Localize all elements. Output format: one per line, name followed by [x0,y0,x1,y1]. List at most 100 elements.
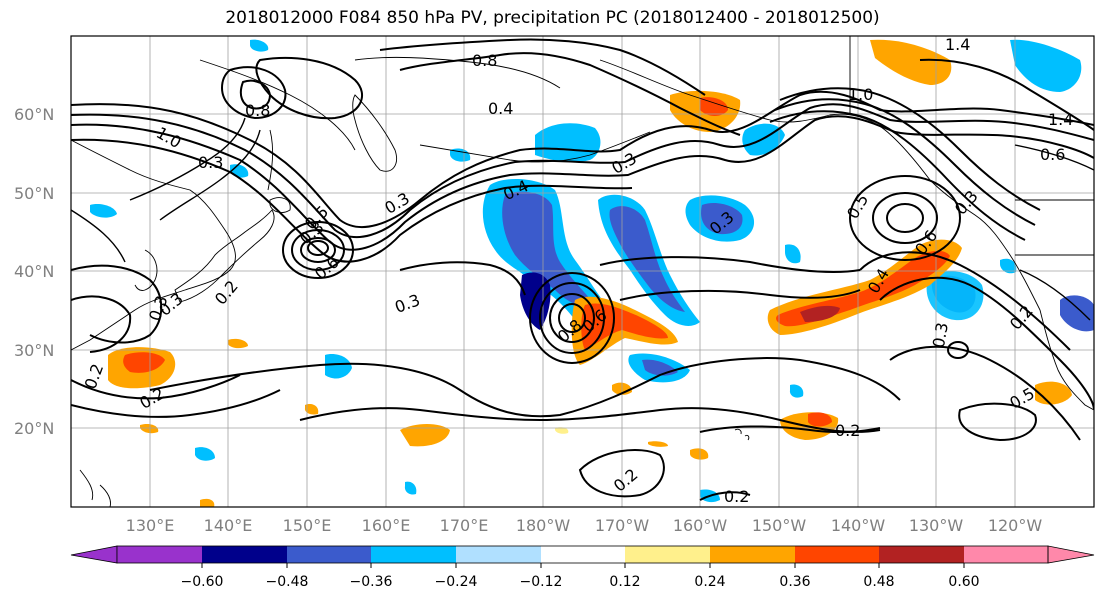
lon-label: 180°W [516,516,571,535]
contour-label: 0.8 [245,101,270,120]
pv-loop-south [149,357,901,418]
pv-loop-se [958,402,1037,442]
lon-label: 170°E [440,516,489,535]
colorbar-tick-label: −0.36 [350,574,393,590]
figure-title: 2018012000 F084 850 hPa PV, precipitatio… [225,8,880,28]
pv-contour-thin-3 [71,209,126,263]
pv-loop-east-south [889,345,1081,441]
coast-siberia [354,56,561,89]
colorbar-extend-left [70,545,118,564]
pv-contour-mid-2 [599,256,861,274]
pv-contour-2 [71,103,1094,239]
pv-contour-7 [255,56,364,120]
longitude-labels: 130°E 140°E 150°E 160°E 170°E 180°W 170°… [126,516,1043,535]
pv-contour-5 [399,52,741,136]
graticule [71,36,1094,507]
precip-blob-small-pos-7 [555,427,569,434]
lon-label: 150°E [283,516,332,535]
pv-loop-east-big-2 [859,251,1071,351]
pv-low-135w [849,175,961,261]
pv-contour-ne [919,58,1094,131]
lat-label: 60°N [14,105,54,124]
coast-korea [134,249,158,291]
pv-contour-west-4 [71,389,281,418]
colorbar-tick-label: 0.60 [948,574,979,590]
contour-label: 0.8 [472,51,497,70]
lon-label: 170°W [595,516,650,535]
pv-contours [71,38,1094,501]
pv-contour-8 [220,66,287,120]
colorbar-frame [116,545,1049,564]
pv-contour-3 [71,115,1094,251]
colorbar-segment [456,546,541,563]
lon-label: 140°W [831,516,886,535]
precip-blob-ne [1010,39,1082,92]
precip-blob-small-pos-5 [200,498,215,507]
pv-contour-thin-2 [129,117,246,201]
pv-contour-west-2 [71,295,132,353]
precip-blob-ne-pos [870,39,952,85]
pv-loop-east-small [947,341,969,359]
colorbar-tick-label: −0.12 [520,574,563,590]
pv-contour-thin-4 [1014,144,1094,171]
contour-label: 0.6 [1040,145,1065,164]
lon-label: 120°W [988,516,1043,535]
colorbar-segment [541,546,625,563]
colorbar-tick-label: −0.24 [435,574,478,590]
precip-blob-small-pos-4 [304,404,319,415]
precip-blob-small-pos-3 [228,338,248,349]
coast-sakhalin [267,129,274,191]
precip-blob-small-8 [250,39,269,52]
contour-label: 0.3 [198,153,223,172]
precip-blob-small-2 [195,447,215,461]
colorbar-tick-label: −0.48 [266,574,309,590]
pv-contour-west-3 [71,374,241,400]
pv-loop-20n-center [578,449,665,498]
pv-contour-ne-3 [774,98,1036,226]
pv-low-178w-3 [549,293,595,343]
precip-blob-small-9 [785,244,801,264]
pv-loop-east-big [879,276,1094,411]
pv-low-150e-4 [307,240,329,256]
pv-low-178w-4 [558,303,586,333]
lat-label: 40°N [14,262,54,281]
pv-contour-ne-4 [769,110,1026,241]
coast-hokkaido [269,197,291,213]
coast-okhotsk [199,59,356,151]
colorbar-tick-label: 0.48 [863,574,894,590]
colorbar-segment [879,546,964,563]
precip-blob-small-5 [90,204,117,218]
lon-label: 140°E [204,516,253,535]
lon-label: 150°W [752,516,807,535]
precip-blob-small-4 [404,481,417,495]
latitude-labels: 60°N 50°N 40°N 30°N 20°N [14,105,54,438]
precip-blob-45n-mid [701,203,743,235]
coast-asia [71,139,236,351]
pv-low-178w [529,272,615,364]
lon-label: 160°E [362,516,411,535]
pv-low-150e [282,221,354,279]
pv-low-150e-2 [291,229,345,271]
colorbar-tick-label: 0.36 [779,574,810,590]
contour-label: 0.3 [929,321,952,349]
colorbar-tick-label: 0.24 [694,574,725,590]
colorbar-segment [710,546,795,563]
colorbar-segment [202,546,287,563]
precip-negative-shading [90,39,1094,503]
lon-label: 130°W [909,516,964,535]
colorbar-segment [117,546,202,563]
pv-contour-6 [379,38,706,96]
colorbar-tick-label: 0.12 [609,574,640,590]
precip-blob-55n [535,123,601,163]
contour-label: 1.4 [945,35,970,54]
colorbar: −0.60 −0.48 −0.36 −0.24 −0.12 0.12 0.24 … [70,545,1095,590]
lon-label: 160°W [673,516,728,535]
colorbar-ticks [201,563,965,568]
colorbar-extend-right [1047,545,1095,564]
pv-low-135w-3 [886,203,924,233]
pv-contour-thin-1 [159,129,261,221]
contour-label: 1.0 [848,85,873,104]
precip-blob-far-east [1060,295,1094,332]
pv-contour-thin-5 [1019,269,1091,321]
